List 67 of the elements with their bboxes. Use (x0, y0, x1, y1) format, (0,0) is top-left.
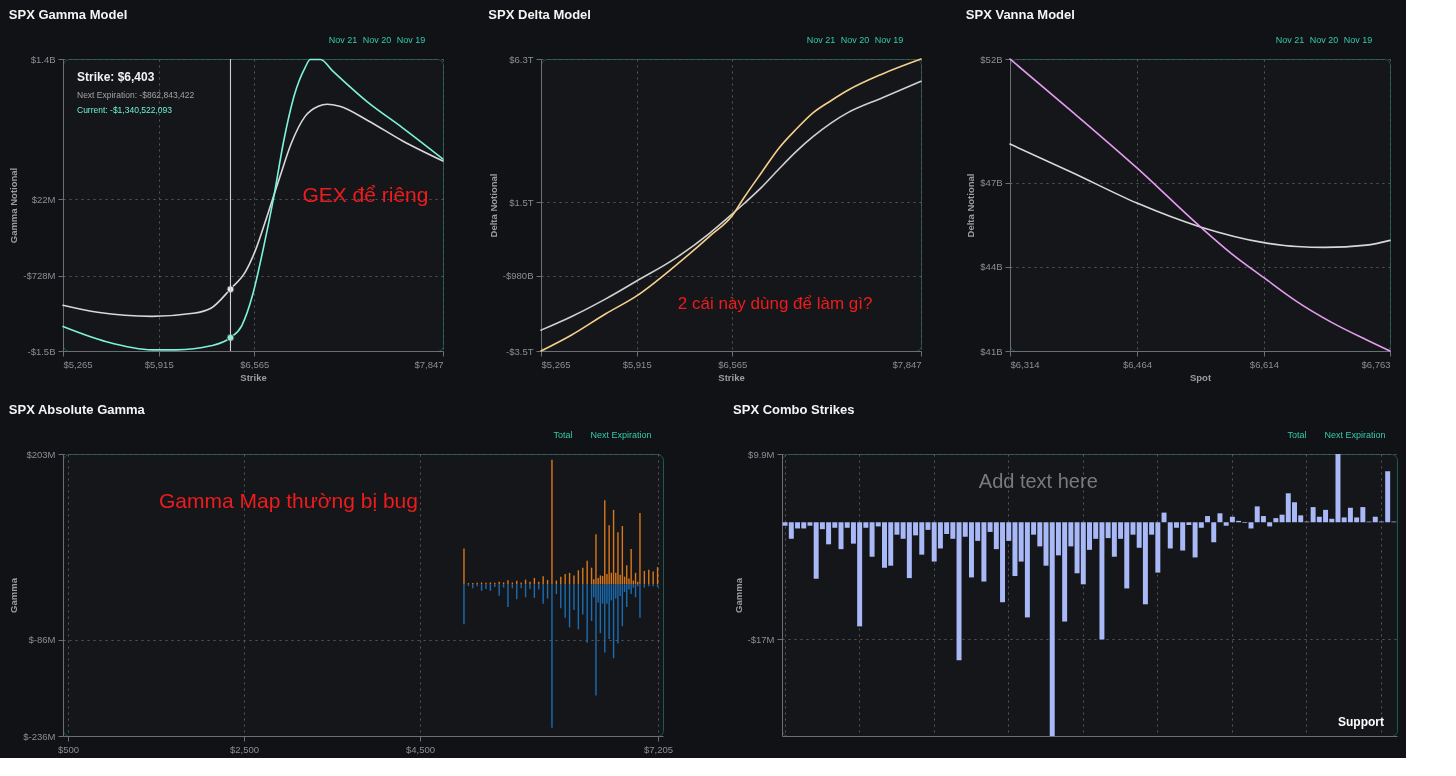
text: Total (553, 430, 573, 440)
text: Nov 20 (1309, 35, 1339, 45)
x-axis-title: Spot (1189, 372, 1212, 383)
annotation: Current: -$1,340,522,093 (77, 105, 173, 115)
chart-title: SPX Combo Strikes (733, 402, 855, 417)
x-tick-label: $500 (57, 743, 80, 755)
y-tick-label: $-236M (23, 730, 56, 742)
x-tick-label: $7,847 (892, 358, 922, 370)
text: Nov 19 (874, 35, 904, 45)
x-tick-label: $5,915 (144, 358, 174, 370)
x-tick-label: $6,565 (240, 358, 270, 370)
annotation: Strike: $6,403 (77, 70, 155, 84)
x-tick-label: $2,500 (229, 743, 260, 755)
annotation: Support (1338, 715, 1384, 729)
y-tick-label: $22M (31, 193, 56, 205)
y-tick-label: $203M (26, 448, 56, 460)
y-tick-label: -$728M (23, 270, 56, 282)
x-tick-label: $6,565 (718, 358, 748, 370)
text: Nov 20 (362, 35, 392, 45)
chart-title: SPX Delta Model (488, 7, 591, 22)
text: Next Expiration (590, 430, 652, 440)
annotation: GEX để riêng (302, 183, 429, 207)
text: Nov 20 (840, 35, 870, 45)
x-axis-title: Strike (240, 372, 267, 383)
x-tick-label: $5,915 (622, 358, 652, 370)
chart-title: SPX Absolute Gamma (8, 402, 146, 417)
y-tick-label: $1.4B (30, 53, 56, 65)
y-axis-title: Gamma (8, 577, 20, 613)
annotation: Gamma Map thường bị bug (159, 488, 418, 512)
y-axis-title: Gamma Notional (8, 167, 20, 244)
y-tick-label: $6.3T (509, 53, 534, 65)
y-tick-label: $52B (980, 53, 1003, 65)
x-tick-label: $7,205 (643, 743, 674, 755)
x-tick-label: $5,265 (63, 358, 93, 370)
x-tick-label: $4,500 (405, 743, 436, 755)
x-axis-title: Strike (718, 372, 745, 383)
x-tick-label: $5,265 (541, 358, 571, 370)
y-tick-label: -$980B (502, 270, 534, 282)
y-axis-title: Delta Notional (487, 173, 499, 238)
y-tick-label: -$3.5T (506, 345, 534, 357)
text: Next Expiration (1324, 430, 1386, 440)
y-axis-title: Gamma (732, 577, 744, 613)
text: Nov 21 (806, 35, 836, 45)
annotation: Add text here (978, 470, 1098, 493)
y-tick-label: $41B (980, 345, 1003, 357)
y-tick-label: $-86M (28, 634, 56, 646)
annotation: Next Expiration: -$862,843,422 (77, 90, 195, 100)
y-tick-label: $44B (980, 261, 1003, 273)
text: Nov 21 (1275, 35, 1305, 45)
y-tick-label: $9.9M (748, 448, 775, 460)
text: Nov 19 (1343, 35, 1373, 45)
x-tick-label: $7,847 (414, 358, 444, 370)
x-tick-label: $6,614 (1249, 358, 1279, 370)
x-tick-label: $6,464 (1122, 358, 1152, 370)
y-tick-label: $1.5T (509, 196, 534, 208)
x-tick-label: $6,763 (1361, 358, 1391, 370)
chart-title: SPX Vanna Model (965, 7, 1075, 22)
x-tick-label: $6,314 (1010, 358, 1040, 370)
y-tick-label: $47B (980, 177, 1003, 189)
text: Nov 19 (396, 35, 426, 45)
text: Total (1287, 430, 1307, 440)
y-tick-label: -$1.5B (27, 345, 56, 357)
chart-title: SPX Gamma Model (8, 7, 128, 22)
y-axis-title: Delta Notional (965, 173, 977, 238)
annotation: 2 cái này dùng để làm gì? (677, 294, 873, 314)
y-tick-label: -$17M (747, 633, 775, 645)
text: Nov 21 (328, 35, 358, 45)
